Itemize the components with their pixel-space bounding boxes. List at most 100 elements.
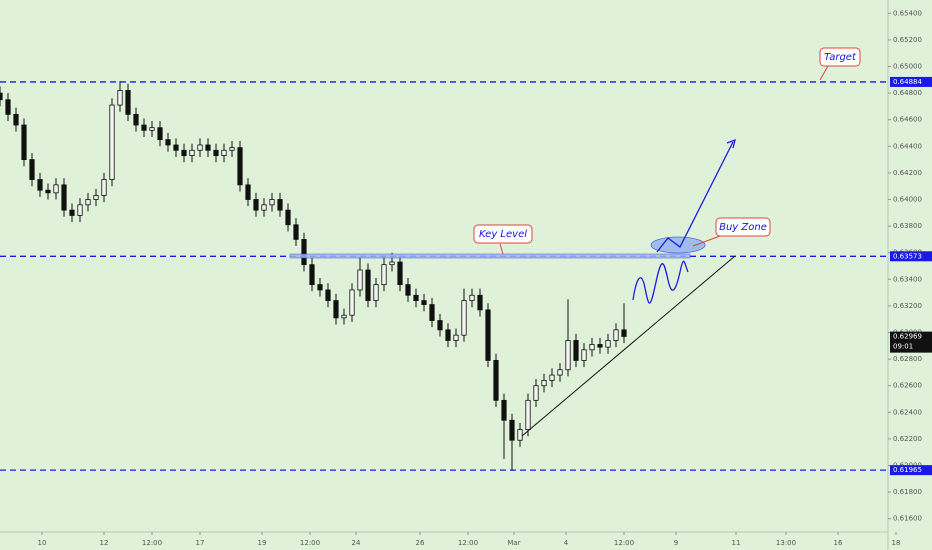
candle-body (0, 92, 3, 101)
candle-body (29, 159, 35, 180)
candle-body (117, 90, 123, 106)
candle-body (285, 209, 291, 226)
x-tick-label: 18 (892, 539, 901, 547)
x-tick-label: 19 (258, 539, 267, 547)
annotation: Target (824, 52, 857, 63)
candle-body (397, 261, 403, 286)
candle-body (413, 294, 419, 301)
x-tick-label: 26 (416, 539, 425, 547)
candle-body (349, 289, 355, 316)
y-tick-label: 0.64600 (893, 116, 922, 124)
candle-body (333, 300, 339, 319)
candle-body (165, 139, 171, 146)
candle-body (61, 184, 67, 211)
candle-body (501, 399, 507, 421)
last-price-tag (890, 331, 932, 353)
level-price-label: 0.63573 (893, 252, 922, 260)
candle-body (389, 261, 395, 266)
level-price-label: 0.64884 (893, 78, 922, 86)
candle-body (85, 199, 91, 206)
annotation: Key Level (479, 229, 527, 240)
candle-body (581, 349, 587, 361)
y-tick-label: 0.62800 (893, 355, 922, 363)
callout-box (473, 224, 533, 244)
candle-body (133, 113, 139, 126)
candle-body (557, 369, 563, 376)
candle-body (125, 90, 131, 115)
candle-body (325, 289, 331, 301)
callout-pointer (499, 243, 504, 255)
x-tick-label: 11 (732, 539, 741, 547)
candle-body (181, 149, 187, 157)
level-price-tag (890, 251, 932, 262)
candle-body (613, 329, 619, 341)
candle-body (549, 374, 555, 381)
candle-body (405, 284, 411, 296)
key-level-zone (289, 253, 691, 259)
candle-body (109, 104, 115, 180)
candle-body (421, 300, 427, 305)
x-tick-label: 12 (100, 539, 109, 547)
candle-body (45, 189, 51, 194)
candle-body (621, 329, 627, 337)
candle-body (461, 300, 467, 336)
candle-body (309, 264, 315, 286)
candle-body (253, 199, 259, 211)
candle-body (597, 344, 603, 348)
candle-body (429, 304, 435, 321)
candle-body (589, 344, 595, 351)
y-tick-label: 0.65400 (893, 9, 922, 17)
candle-body (517, 429, 523, 441)
candle-body (301, 238, 307, 266)
y-tick-label: 0.63200 (893, 302, 922, 310)
candle-body (237, 147, 243, 186)
x-tick-label: 9 (674, 539, 678, 547)
x-tick-label: 12:00 (614, 539, 634, 547)
x-tick-label: Mar (507, 539, 520, 547)
candle-body (453, 334, 459, 341)
candle-body (149, 127, 155, 131)
candle-body (493, 360, 499, 401)
candle-body (5, 99, 11, 115)
x-tick-label: 10 (38, 539, 47, 547)
callout-pointer (692, 235, 721, 247)
x-tick-label: 13:00 (776, 539, 796, 547)
x-tick-label: 16 (834, 539, 843, 547)
candle-body (485, 309, 491, 361)
y-tick-label: 0.63400 (893, 275, 922, 283)
candle-body (53, 184, 59, 194)
bar-countdown: 09:01 (893, 343, 913, 351)
y-tick-label: 0.61600 (893, 515, 922, 523)
candle-body (37, 179, 43, 191)
candle-body (13, 113, 19, 126)
plot-area (0, 81, 888, 471)
y-tick-label: 0.63800 (893, 222, 922, 230)
candle-body (197, 144, 203, 151)
callout-pointer (819, 65, 829, 81)
candle-body (357, 269, 363, 291)
candle-body (77, 204, 83, 216)
y-tick-label: 0.62600 (893, 382, 922, 390)
candle-body (93, 195, 99, 200)
x-tick-label: 4 (564, 539, 569, 547)
candle-body (101, 179, 107, 196)
candle-body (141, 124, 147, 131)
y-tick-label: 0.62200 (893, 435, 922, 443)
candle-body (573, 340, 579, 361)
candle-body (469, 294, 475, 301)
annotation: Buy Zone (719, 222, 767, 233)
candle-body (69, 209, 75, 216)
wave-projection (632, 260, 689, 304)
candle-body (437, 320, 443, 331)
x-tick-label: 24 (352, 539, 361, 547)
candle-body (373, 284, 379, 301)
candle-body (221, 149, 227, 157)
callout-box (715, 217, 771, 237)
y-tick-label: 0.61800 (893, 488, 922, 496)
candle-body (173, 144, 179, 151)
candle-body (525, 399, 531, 430)
